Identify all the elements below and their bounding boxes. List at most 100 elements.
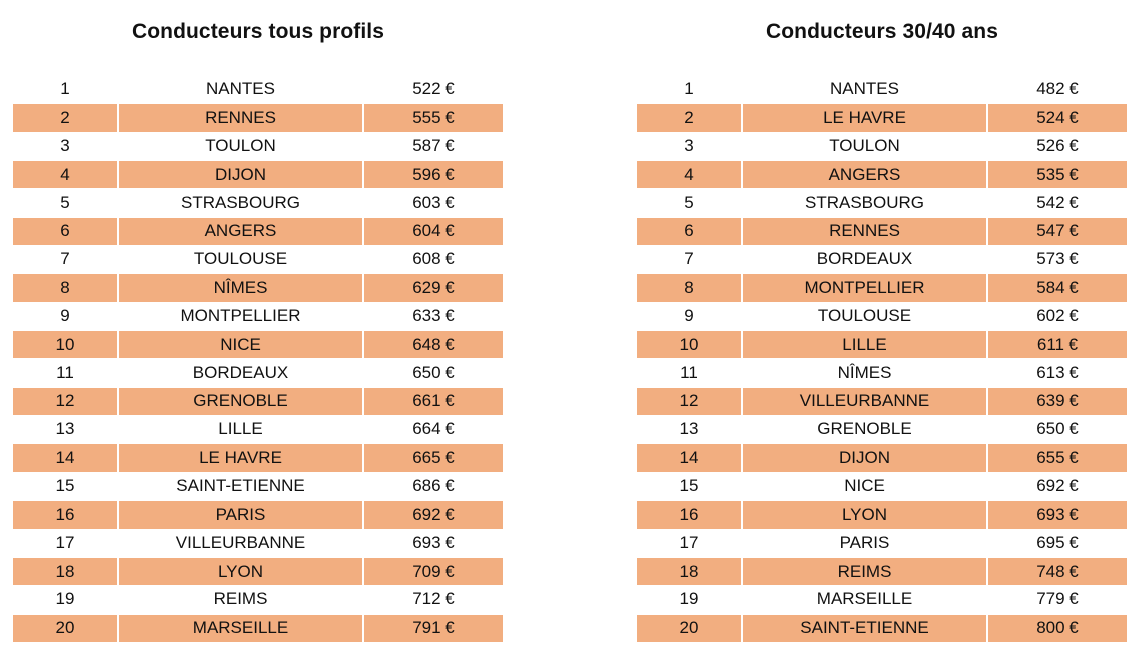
city-cell: MARSEILLE — [816, 589, 913, 609]
table-row: 10 LILLE 611 € — [637, 330, 1127, 359]
price-cell: 482 € — [1036, 79, 1079, 99]
rank-cell: 7 — [60, 249, 70, 269]
rank-cell: 3 — [60, 135, 70, 155]
table-row: 20 SAINT-ETIENNE 800 € — [637, 613, 1127, 642]
table-row: 19 REIMS 712 € — [13, 585, 503, 613]
price-cell: 604 € — [364, 217, 503, 246]
table-row: 10 NICE 648 € — [13, 330, 503, 359]
price-cell: 712 € — [412, 589, 455, 609]
table-body: 1 NANTES 482 € 2 LE HAVRE 524 € 3 TOULON 526 € 4 A… — [637, 75, 1127, 642]
rank-cell: 2 — [637, 104, 741, 132]
rank-cell: 8 — [13, 274, 117, 302]
city-cell: GRENOBLE — [119, 387, 362, 416]
price-cell: 542 € — [1036, 192, 1079, 212]
price-cell: 693 € — [412, 532, 455, 552]
rank-cell: 20 — [13, 614, 117, 642]
city-cell: MONTPELLIER — [180, 305, 301, 325]
price-cell: 693 € — [988, 501, 1127, 529]
rank-cell: 16 — [637, 501, 741, 529]
city-cell: LE HAVRE — [743, 104, 986, 132]
price-cell: 547 € — [988, 217, 1127, 246]
rank-cell: 14 — [13, 444, 117, 472]
price-cell: 639 € — [988, 387, 1127, 416]
city-cell: NANTES — [206, 79, 275, 99]
rank-cell: 16 — [13, 501, 117, 529]
table-row: 2 LE HAVRE 524 € — [637, 103, 1127, 132]
city-cell: TOULON — [829, 135, 900, 155]
price-cell: 602 € — [1036, 305, 1079, 325]
rank-cell: 9 — [684, 305, 694, 325]
rank-cell: 4 — [637, 161, 741, 189]
rank-cell: 11 — [680, 362, 698, 382]
table-row: 11 BORDEAUX 650 € — [13, 358, 503, 386]
table-row: 8 MONTPELLIER 584 € — [637, 273, 1127, 302]
price-cell: 524 € — [988, 104, 1127, 132]
price-cell: 629 € — [364, 274, 503, 302]
table-row: 16 LYON 693 € — [637, 500, 1127, 529]
price-cell: 665 € — [364, 444, 503, 472]
table-row: 5 STRASBOURG 542 € — [637, 188, 1127, 216]
city-cell: STRASBOURG — [180, 192, 301, 212]
table-row: 14 DIJON 655 € — [637, 443, 1127, 472]
rank-cell: 11 — [56, 362, 74, 382]
rank-cell: 15 — [679, 475, 699, 495]
city-cell: LILLE — [743, 331, 986, 359]
table-row: 11 NÎMES 613 € — [637, 358, 1127, 386]
rank-cell: 5 — [684, 192, 694, 212]
rank-cell: 17 — [55, 532, 75, 552]
price-cell: 526 € — [1036, 135, 1079, 155]
city-cell: MONTPELLIER — [743, 274, 986, 302]
rank-cell: 13 — [679, 419, 699, 439]
price-cell: 800 € — [988, 614, 1127, 642]
table-row: 6 ANGERS 604 € — [13, 216, 503, 246]
table-row: 15 SAINT-ETIENNE 686 € — [13, 472, 503, 500]
price-cell: 633 € — [412, 305, 455, 325]
table-row: 12 VILLEURBANNE 639 € — [637, 386, 1127, 416]
price-cell: 587 € — [412, 135, 455, 155]
price-cell: 522 € — [412, 79, 455, 99]
price-cell: 555 € — [364, 104, 503, 132]
city-cell: LYON — [119, 557, 362, 586]
price-cell: 779 € — [1036, 589, 1079, 609]
price-cell: 573 € — [1036, 249, 1079, 269]
rank-cell: 5 — [60, 192, 70, 212]
city-cell: NICE — [844, 475, 885, 495]
price-cell: 608 € — [412, 249, 455, 269]
rank-cell: 1 — [60, 79, 70, 99]
price-cell: 791 € — [364, 614, 503, 642]
city-cell: BORDEAUX — [816, 249, 913, 269]
table-row: 12 GRENOBLE 661 € — [13, 386, 503, 416]
table-row: 3 TOULON 526 € — [637, 132, 1127, 160]
table-row: 13 GRENOBLE 650 € — [637, 415, 1127, 443]
table-row: 9 TOULOUSE 602 € — [637, 302, 1127, 330]
price-cell: 596 € — [364, 161, 503, 189]
table-row: 7 TOULOUSE 608 € — [13, 245, 503, 273]
city-cell: PARIS — [119, 501, 362, 529]
table-row: 1 NANTES 522 € — [13, 75, 503, 103]
price-cell: 692 € — [364, 501, 503, 529]
city-cell: ANGERS — [119, 217, 362, 246]
city-cell: LE HAVRE — [119, 444, 362, 472]
rank-cell: 20 — [637, 614, 741, 642]
city-cell: SAINT-ETIENNE — [743, 614, 986, 642]
rank-cell: 6 — [13, 217, 117, 246]
table-row: 18 LYON 709 € — [13, 556, 503, 586]
table-row: 5 STRASBOURG 603 € — [13, 188, 503, 216]
rank-cell: 17 — [679, 532, 699, 552]
table-row: 8 NÎMES 629 € — [13, 273, 503, 302]
rank-cell: 4 — [13, 161, 117, 189]
price-cell: 611 € — [988, 331, 1127, 359]
rank-cell: 2 — [13, 104, 117, 132]
city-cell: GRENOBLE — [817, 419, 912, 439]
city-cell: STRASBOURG — [804, 192, 925, 212]
city-cell: DIJON — [119, 161, 362, 189]
city-cell: TOULON — [205, 135, 276, 155]
price-cell: 692 € — [1036, 475, 1079, 495]
price-cell: 661 € — [364, 387, 503, 416]
price-cell: 603 € — [412, 192, 455, 212]
rank-cell: 19 — [679, 589, 699, 609]
rank-cell: 9 — [60, 305, 70, 325]
city-cell: SAINT-ETIENNE — [176, 475, 305, 495]
table-row: 16 PARIS 692 € — [13, 500, 503, 529]
city-cell: LILLE — [218, 419, 263, 439]
